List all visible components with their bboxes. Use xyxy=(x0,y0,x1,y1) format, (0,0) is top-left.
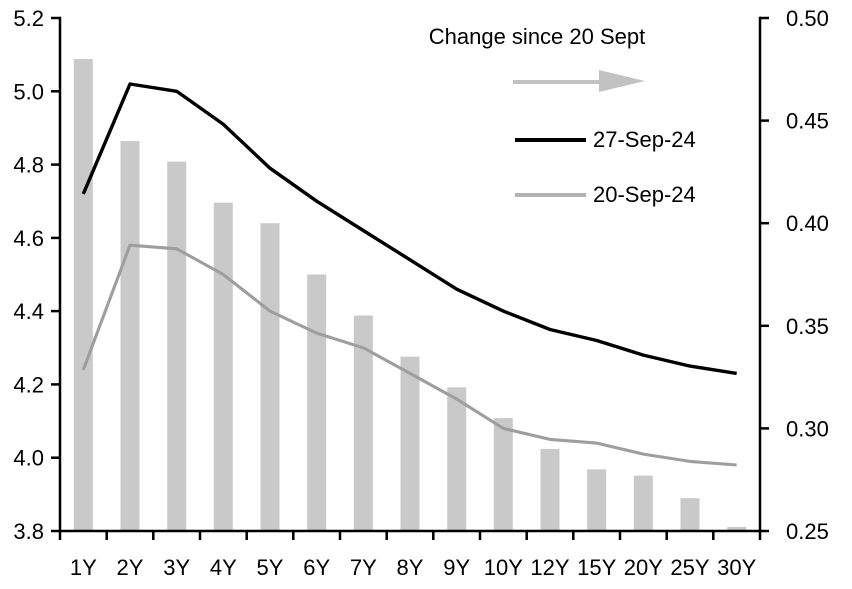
x-axis-label-15Y: 15Y xyxy=(577,555,616,580)
bar-12Y xyxy=(540,448,560,531)
x-axis-label-10Y: 10Y xyxy=(484,555,523,580)
tick-marks xyxy=(51,16,769,540)
left-axis-label-4.2: 4.2 xyxy=(13,372,44,397)
left-axis-label-4.0: 4.0 xyxy=(13,446,44,471)
bar-10Y xyxy=(493,418,513,531)
right-axis-label-0.50: 0.50 xyxy=(786,6,829,31)
bar-7Y xyxy=(353,315,373,531)
x-axis-label-25Y: 25Y xyxy=(670,555,709,580)
line-20-sep-24 xyxy=(81,243,737,467)
x-axis-label-1Y: 1Y xyxy=(70,555,97,580)
x-axis-label-8Y: 8Y xyxy=(397,555,424,580)
x-axis-label-5Y: 5Y xyxy=(257,555,284,580)
bar-20Y xyxy=(633,475,653,531)
bar-2Y xyxy=(120,141,140,531)
right-axis-label-0.25: 0.25 xyxy=(786,519,829,544)
x-axis-label-4Y: 4Y xyxy=(210,555,237,580)
line-27-sep-24 xyxy=(81,82,737,376)
bar-8Y xyxy=(400,356,420,531)
left-axis-label-5.2: 5.2 xyxy=(13,6,44,31)
bar-15Y xyxy=(587,469,607,531)
axes xyxy=(58,16,762,533)
left-axis-label-4.4: 4.4 xyxy=(13,299,44,324)
bar-1Y xyxy=(73,59,93,531)
x-axis-label-20Y: 20Y xyxy=(624,555,663,580)
right-axis-label-0.35: 0.35 xyxy=(786,314,829,339)
x-axis-label-2Y: 2Y xyxy=(117,555,144,580)
bars-group-change-since-20-sept xyxy=(73,59,747,531)
x-axis-label-7Y: 7Y xyxy=(350,555,377,580)
bar-3Y xyxy=(167,161,187,531)
x-axis-label-12Y: 12Y xyxy=(530,555,569,580)
right-axis-label-0.45: 0.45 xyxy=(786,109,829,134)
left-axis-label-4.8: 4.8 xyxy=(13,153,44,178)
left-axis-label-5.0: 5.0 xyxy=(13,79,44,104)
bar-5Y xyxy=(260,223,280,531)
bar-6Y xyxy=(307,274,327,531)
x-axis-label-6Y: 6Y xyxy=(303,555,330,580)
axis-labels: 5.2 5.0 4.8 4.6 4.4 4.2 4.0 3.8 0.50 0.45 0.40 0.35… xyxy=(13,6,828,580)
bar-25Y xyxy=(680,498,700,531)
x-axis-label-9Y: 9Y xyxy=(443,555,470,580)
bar-30Y xyxy=(727,526,747,531)
right-axis-label-0.30: 0.30 xyxy=(786,416,829,441)
right-axis-label-0.40: 0.40 xyxy=(786,211,829,236)
left-axis-label-4.6: 4.6 xyxy=(13,226,44,251)
x-axis-label-30Y: 30Y xyxy=(717,555,756,580)
bar-4Y xyxy=(213,202,233,531)
bar-9Y xyxy=(447,387,467,531)
left-axis-label-3.8: 3.8 xyxy=(13,519,44,544)
x-axis-label-3Y: 3Y xyxy=(163,555,190,580)
